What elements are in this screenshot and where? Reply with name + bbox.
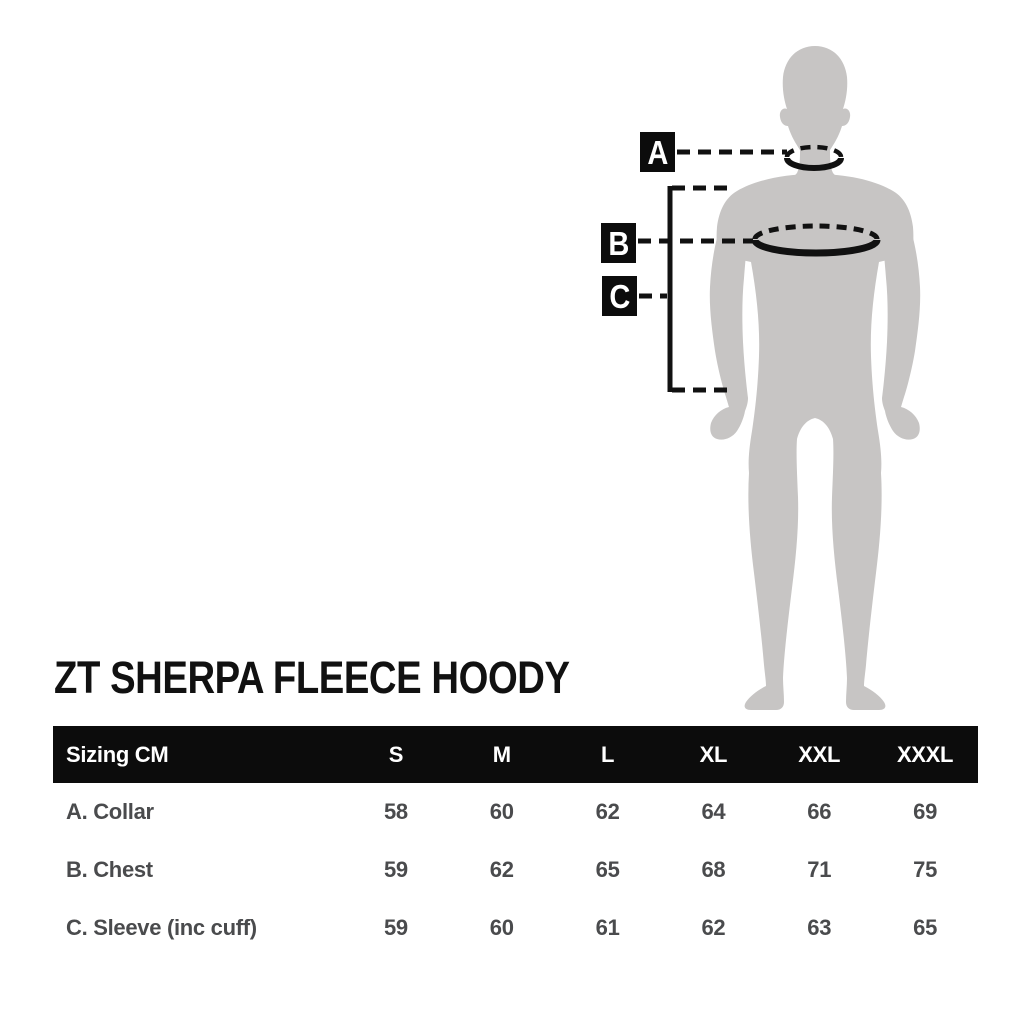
measurement-value: 60	[489, 799, 514, 824]
size-column-header: XL	[699, 741, 728, 767]
measurement-value: 65	[913, 915, 938, 940]
table-row: B. Chest 59 62 65 68 71 75	[53, 841, 978, 899]
marker-b-letter: B	[608, 224, 629, 262]
chest-ellipse-top	[752, 223, 880, 240]
size-column-header: L	[601, 741, 615, 767]
measurement-value: 65	[595, 857, 620, 882]
measurement-label: A. Collar	[66, 799, 154, 824]
size-column-header: M	[492, 741, 511, 767]
measurement-value: 62	[489, 857, 514, 882]
sizing-table: Sizing CM S M L XL XXL XXXL A. Collar 58 60 62 64…	[53, 726, 978, 957]
male-silhouette	[709, 46, 921, 710]
measurement-value: 75	[913, 857, 938, 882]
table-row: A. Collar 58 60 62 64 66 69	[53, 783, 978, 841]
measurement-value: 58	[383, 799, 408, 824]
measurement-label: B. Chest	[66, 857, 153, 882]
measurement-value: 68	[701, 857, 726, 882]
measurement-value: 62	[595, 799, 620, 824]
size-column-header: XXL	[798, 741, 841, 767]
marker-a-letter: A	[647, 133, 668, 171]
measurement-value: 66	[807, 799, 832, 824]
sizing-table-body: A. Collar 58 60 62 64 66 69 B. Chest 59 62 65 68 71 7…	[53, 783, 978, 957]
table-row: C. Sleeve (inc cuff) 59 60 61 62 63 65	[53, 899, 978, 957]
measurement-label: C. Sleeve (inc cuff)	[66, 915, 257, 940]
measurement-value: 62	[701, 915, 726, 940]
silhouette-left-arm	[709, 230, 748, 440]
silhouette-head-neck	[778, 46, 852, 186]
silhouette-right-arm	[882, 230, 921, 440]
chest-ellipse-bottom	[751, 239, 881, 257]
collar-ellipse-bottom	[784, 157, 844, 171]
measurement-value: 64	[701, 799, 726, 824]
sizing-table-header: Sizing CM S M L XL XXL XXXL	[53, 726, 978, 783]
size-column-header: XXXL	[896, 741, 954, 767]
measurement-value: 59	[383, 857, 408, 882]
marker-c-badge: C	[602, 276, 637, 316]
measurement-value: 69	[913, 799, 938, 824]
marker-b-badge: B	[601, 223, 636, 263]
measurement-value: 60	[489, 915, 514, 940]
measurement-value: 59	[383, 915, 408, 940]
sizing-unit-header: Sizing CM	[66, 741, 169, 767]
silhouette-torso-legs	[716, 174, 914, 710]
marker-a-badge: A	[640, 132, 675, 172]
measurement-marks	[638, 144, 881, 393]
page-title: ZT SHERPA FLEECE HOODY	[54, 652, 570, 703]
marker-c-letter: C	[609, 277, 630, 315]
size-column-header: S	[388, 741, 404, 767]
measurement-value: 71	[807, 857, 832, 882]
collar-ellipse-top	[784, 144, 844, 158]
measurement-value: 61	[595, 915, 620, 940]
measurement-value: 63	[807, 915, 832, 940]
